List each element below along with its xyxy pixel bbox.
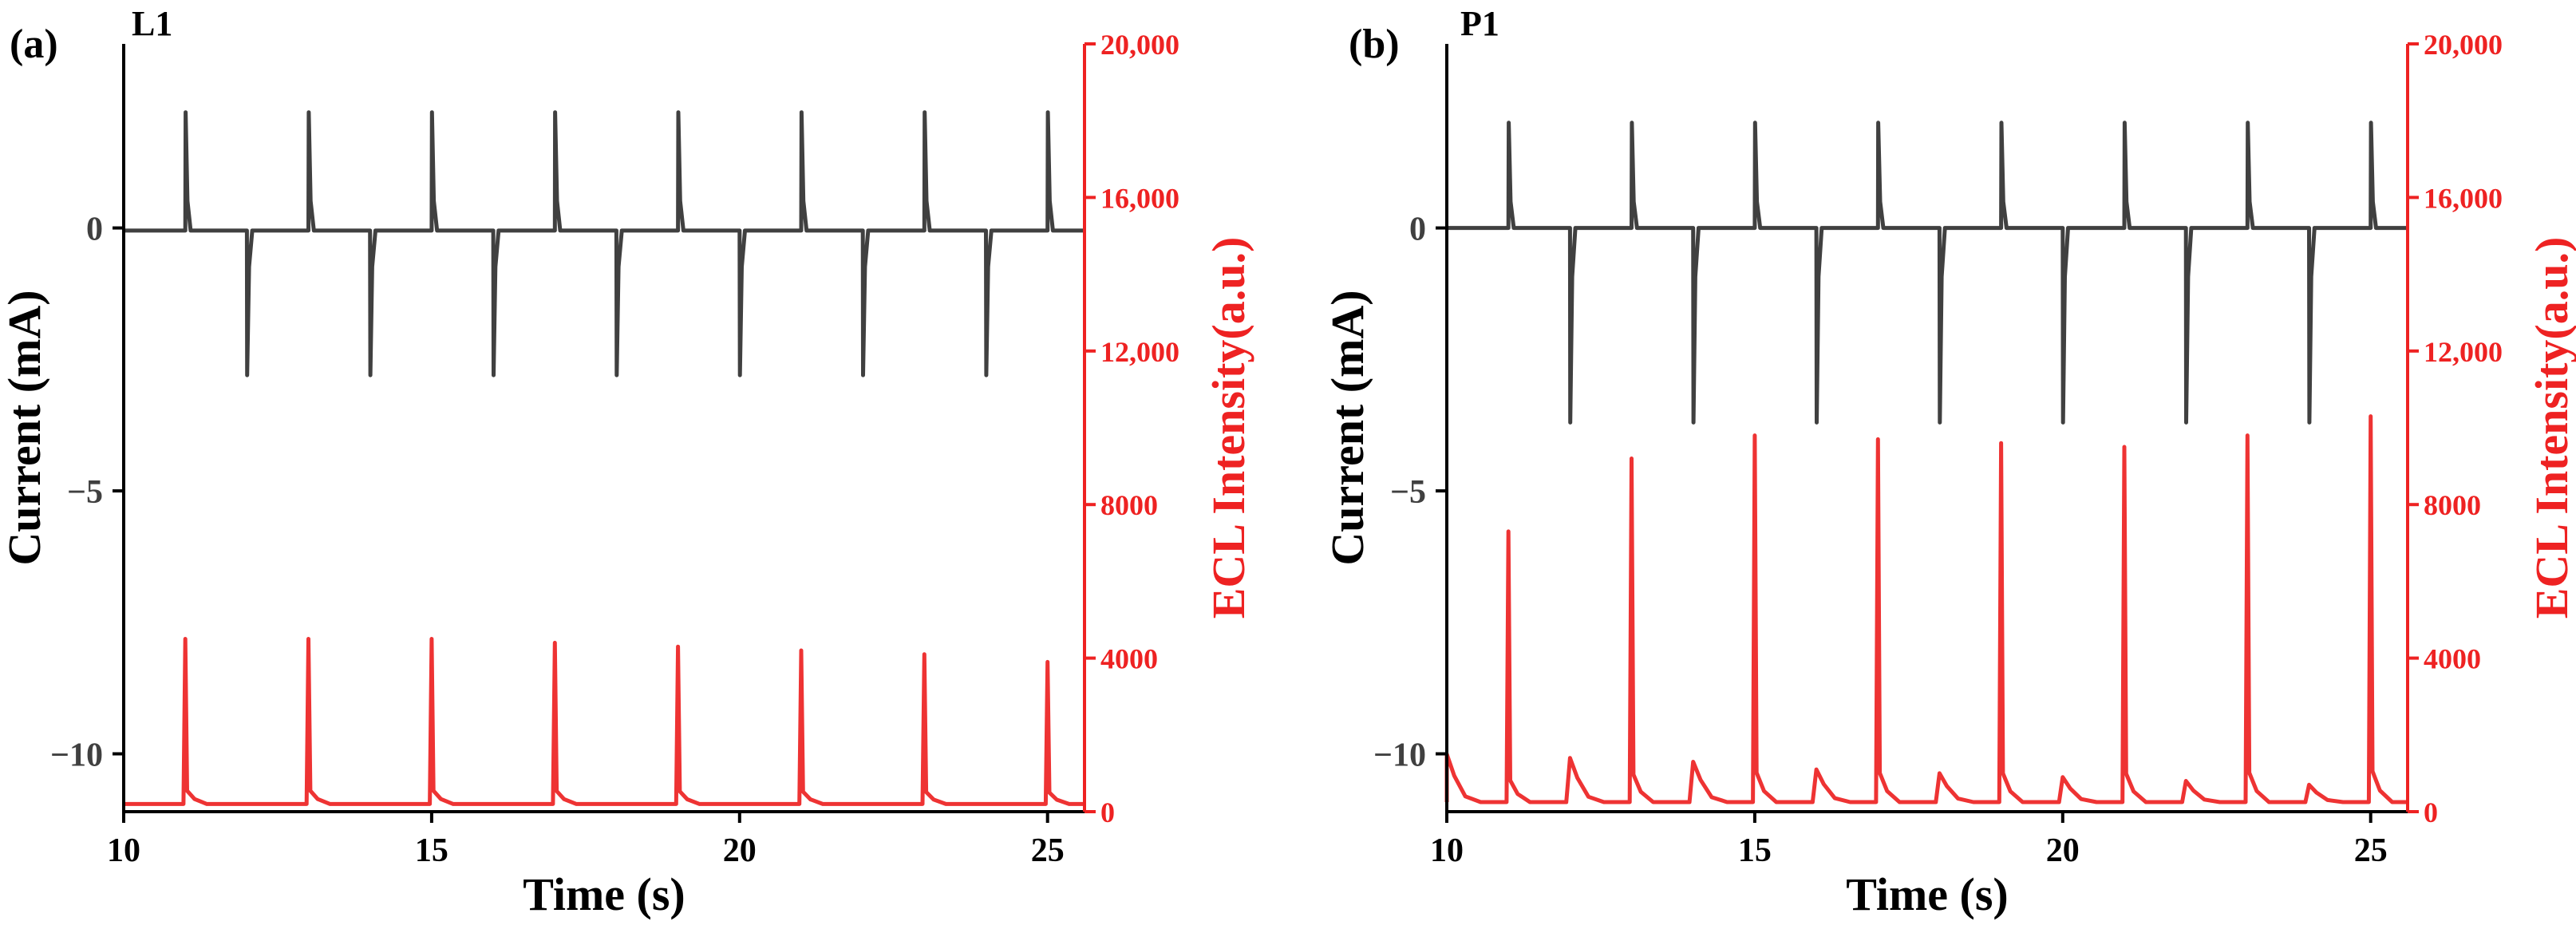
y2-tick-label: 4000 xyxy=(2424,643,2481,675)
panel-a: 10 15 20 25 0 −5 −10 0 4000 8000 12,000 16,000 20,00… xyxy=(0,4,1254,920)
y2-tick-label: 0 xyxy=(1100,797,1115,828)
x-tick-label: 20 xyxy=(723,832,757,869)
y2-tick-label: 12,000 xyxy=(1100,336,1179,368)
x-tick-label: 25 xyxy=(2354,832,2388,869)
y-tick-label: 0 xyxy=(86,211,103,248)
y2-axis-label: ECL Intensity(a.u.) xyxy=(1203,237,1254,619)
y2-tick-label: 8000 xyxy=(2424,489,2481,521)
y-tick-label: −5 xyxy=(67,474,103,511)
x-tick-label: 25 xyxy=(1031,832,1065,869)
y2-axis-label: ECL Intensity(a.u.) xyxy=(2526,237,2576,619)
y2-tick-label: 4000 xyxy=(1100,643,1158,675)
y2-tick-label: 8000 xyxy=(1100,489,1158,521)
chart-title: P1 xyxy=(1460,4,1499,43)
y2-tick-label: 16,000 xyxy=(2424,182,2503,214)
current-trace xyxy=(1447,121,2408,425)
y-tick-label: 0 xyxy=(1409,211,1426,248)
x-tick-label: 20 xyxy=(2046,832,2080,869)
y-tick-label: −10 xyxy=(1373,737,1426,774)
ecl-trace xyxy=(124,637,1085,806)
x-tick-label: 10 xyxy=(1430,832,1464,869)
y-tick-label: −10 xyxy=(50,737,103,774)
x-tick-label: 15 xyxy=(1738,832,1772,869)
x-axis-label: Time (s) xyxy=(1846,868,2009,920)
y-axis-label: Current (mA) xyxy=(1322,290,1373,565)
y2-tick-label: 20,000 xyxy=(1100,29,1179,61)
y2-tick-label: 0 xyxy=(2424,797,2438,828)
x-tick-label: 10 xyxy=(107,832,140,869)
x-axis-label: Time (s) xyxy=(523,868,685,920)
x-tick-label: 15 xyxy=(415,832,448,869)
current-trace xyxy=(124,110,1085,378)
y2-tick-label: 20,000 xyxy=(2424,29,2503,61)
chart-title: L1 xyxy=(132,4,172,43)
y-axis-label: Current (mA) xyxy=(0,290,50,565)
panel-label: (b) xyxy=(1349,22,1400,67)
y2-tick-label: 16,000 xyxy=(1100,182,1179,214)
panel-label: (a) xyxy=(10,22,58,67)
ecl-trace xyxy=(1444,414,2408,804)
y2-tick-label: 12,000 xyxy=(2424,336,2503,368)
y-tick-label: −5 xyxy=(1390,474,1426,511)
panel-b: 10 15 20 25 0 −5 −10 0 4000 8000 12,000 16,000 20,00… xyxy=(1322,4,2576,920)
